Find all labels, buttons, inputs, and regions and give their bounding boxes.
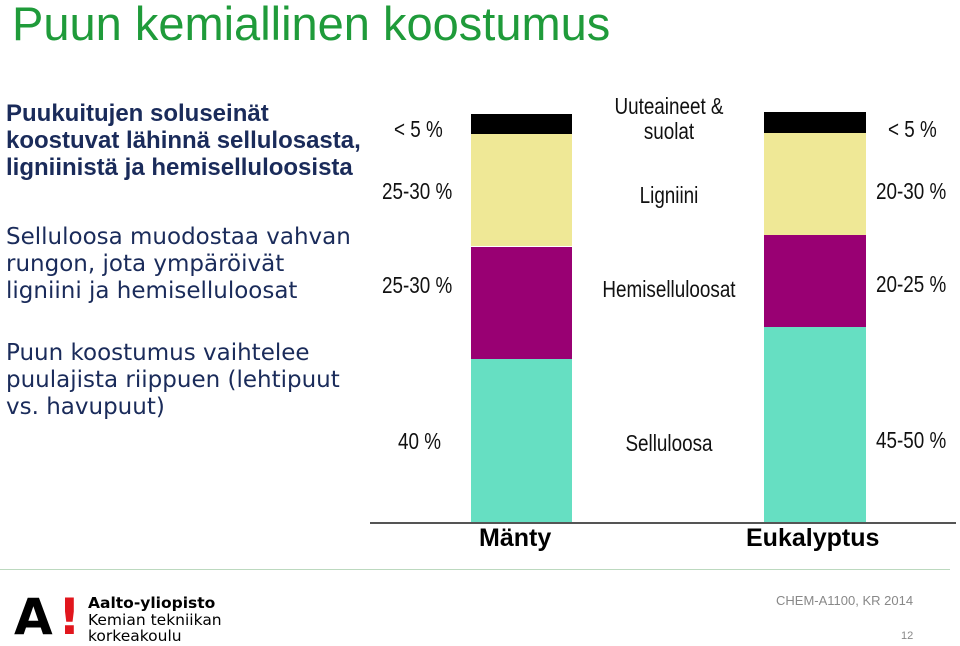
x-label-eukalyptus: Eukalyptus [746,524,880,552]
bar-manty-uuteaineet [471,114,572,134]
component-label-cellulose: Selluloosa [625,430,713,456]
university-name: Aalto-yliopisto [88,594,216,612]
school-name-line1: Kemian tekniikan [88,611,222,629]
eukalyptus-extractives-label: < 5 % [888,116,937,142]
manty-cellulose-label: 40 % [398,428,441,454]
course-code: CHEM-A1100, KR 2014 [776,593,914,608]
bar-eukalyptus-selluloosa [764,327,866,522]
school-name-line2: korkeakoulu [88,627,182,645]
eukalyptus-lignin-label: 20-30 % [876,178,947,204]
bar-manty-ligniini [471,134,572,246]
bar-eukalyptus-ligniini [764,133,866,235]
aalto-logo-icon: A [14,588,53,646]
manty-lignin-label: 25-30 % [382,178,453,204]
component-label-lignin: Ligniini [639,182,699,208]
x-label-manty: Mänty [479,524,552,552]
component-label-extractives: Uuteaineet & suolat [614,93,724,144]
bullet-text-3: Puun koostumus vaihtelee puulajista riip… [6,340,340,420]
footer-divider [0,569,950,570]
manty-hemicellulose-label: 25-30 % [382,272,453,298]
bar-eukalyptus-uuteaineet [764,112,866,133]
bar-manty-selluloosa [471,359,572,522]
page-number: 12 [901,630,914,642]
bullet-text-2: Selluloosa muodostaa vahvan rungon, jota… [6,224,351,304]
bullet-text-1: Puukuitujen soluseinät koostuvat lähinnä… [6,100,361,181]
component-label-hemicellulose: Hemiselluloosat [602,276,736,302]
aalto-logo-exclamation: ! [58,588,81,646]
eukalyptus-hemicellulose-label: 20-25 % [876,271,947,297]
bar-eukalyptus-hemiselluloosat [764,235,866,327]
manty-extractives-label: < 5 % [394,116,443,142]
bar-manty-hemiselluloosat [471,247,572,359]
slide-title: Puun kemiallinen koostumus [12,0,611,50]
eukalyptus-cellulose-label: 45-50 % [876,427,947,453]
x-axis-line [370,522,956,524]
